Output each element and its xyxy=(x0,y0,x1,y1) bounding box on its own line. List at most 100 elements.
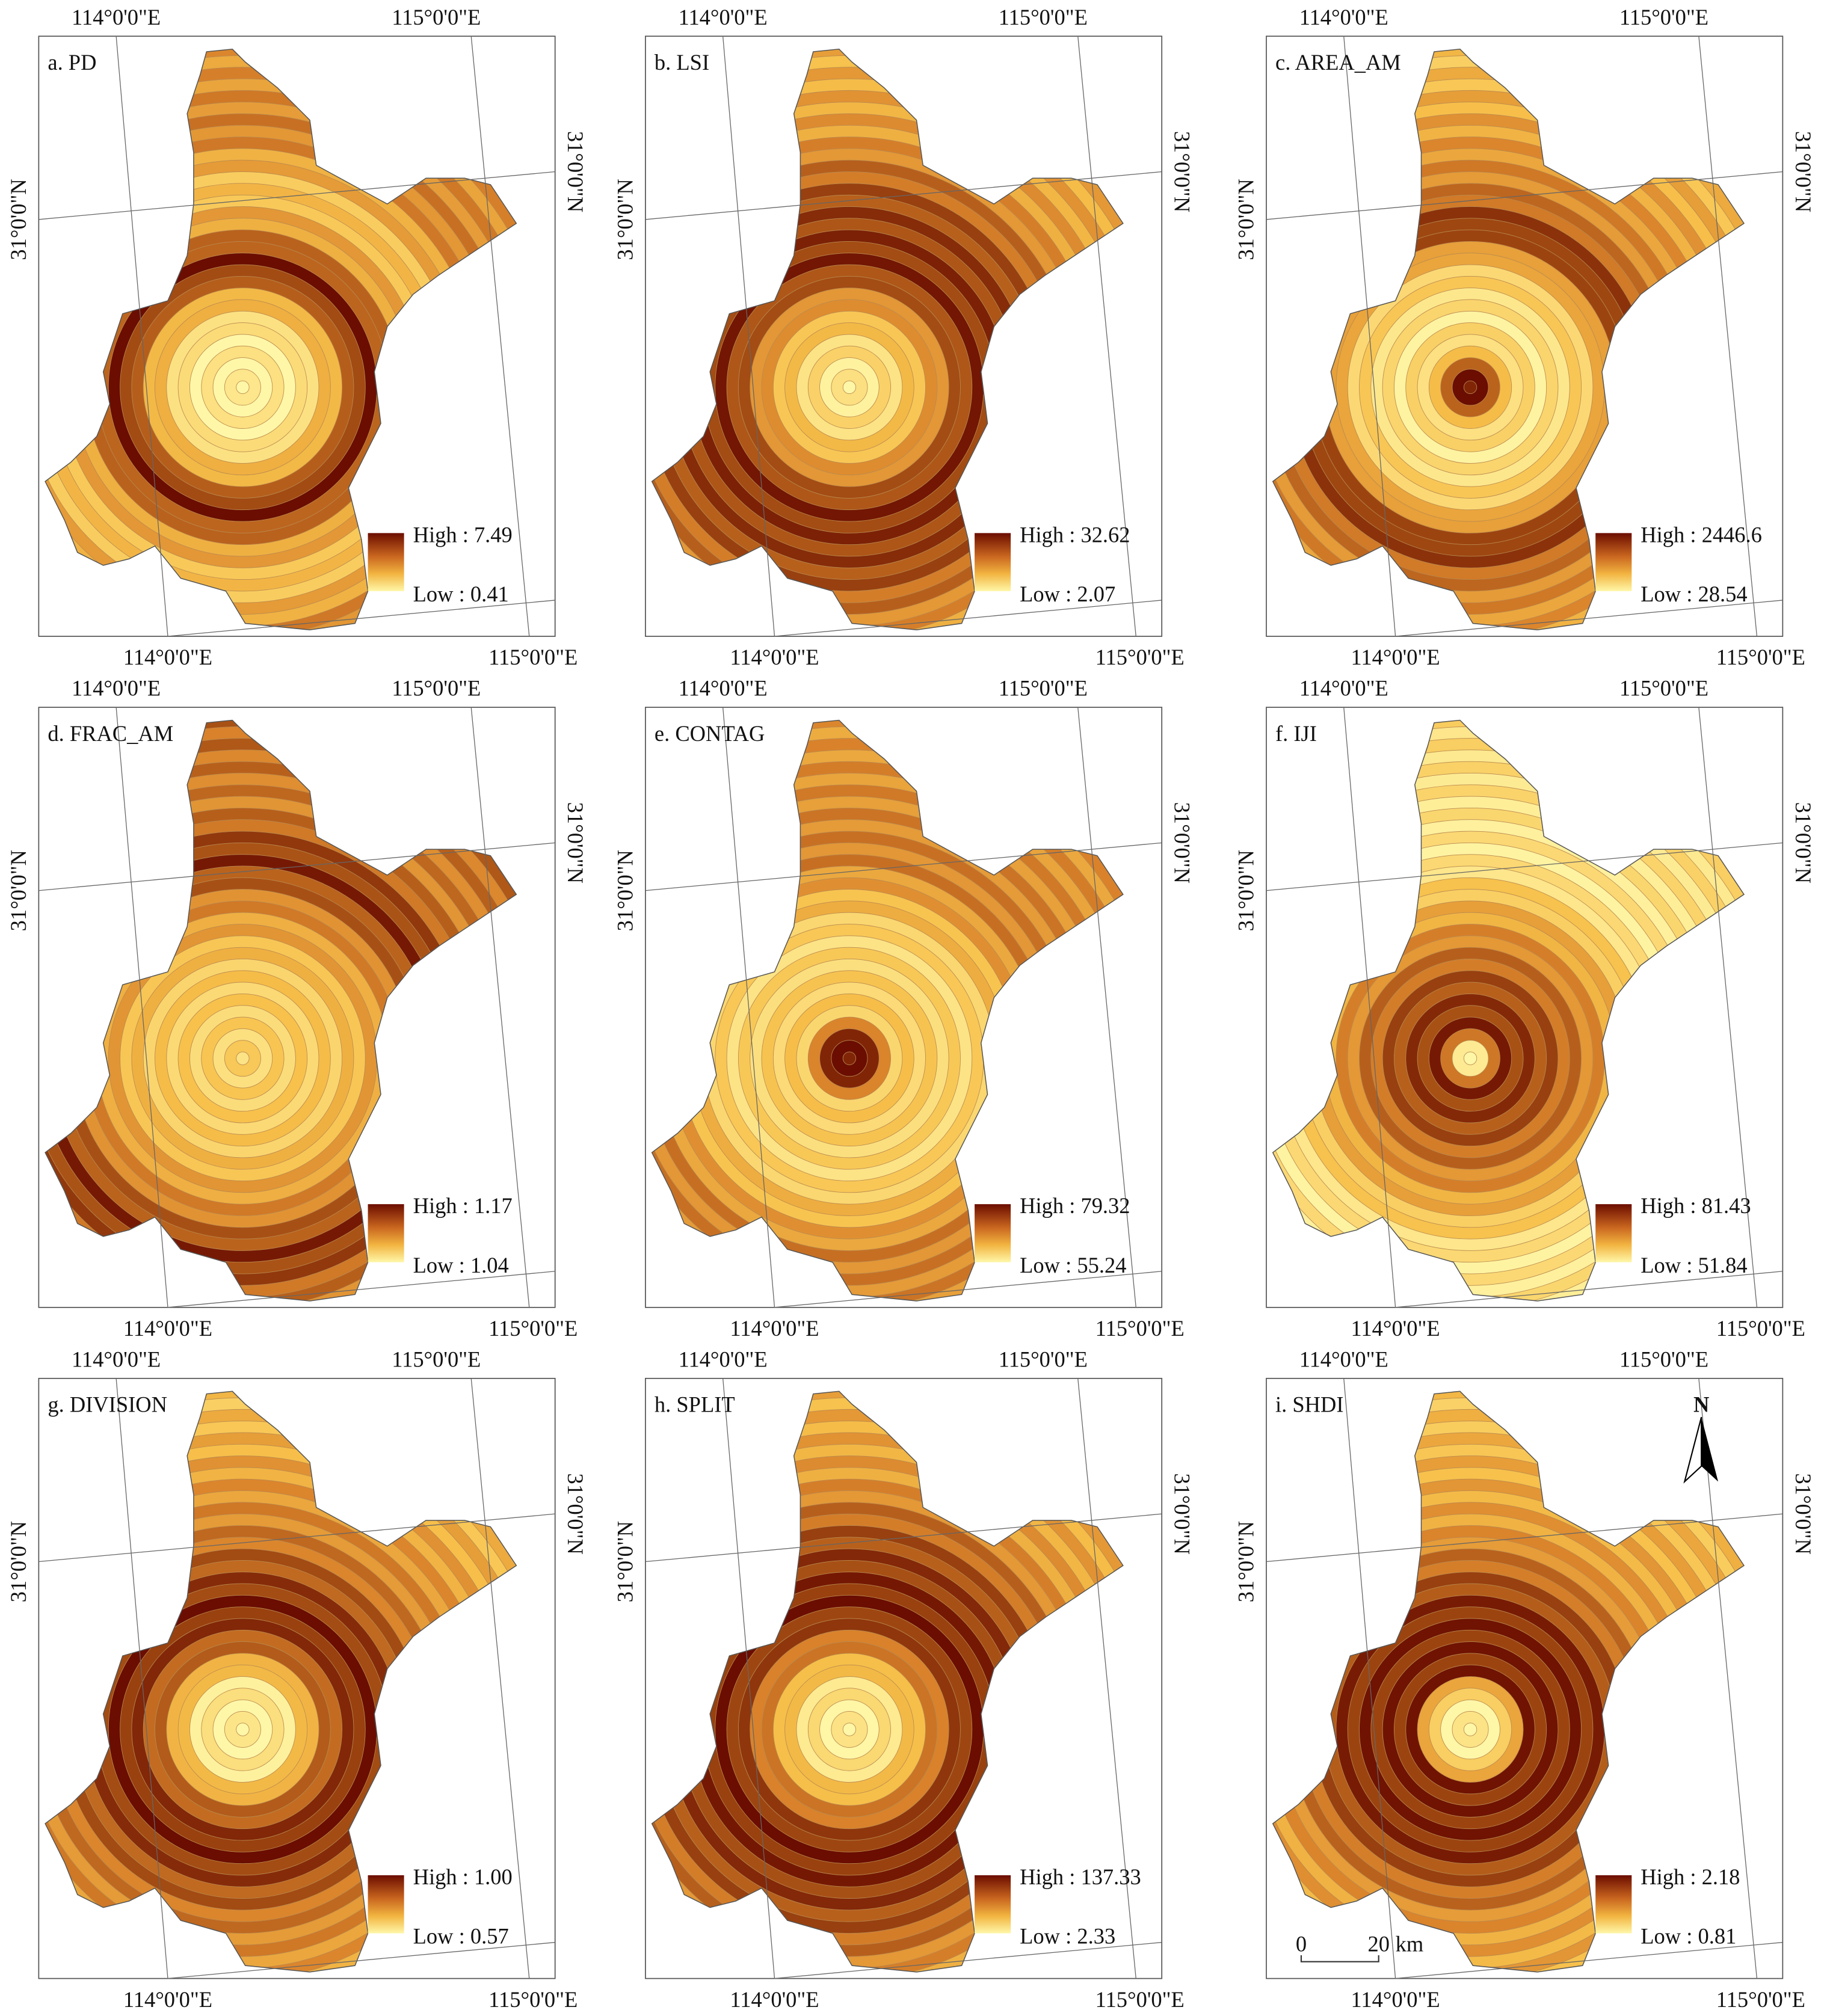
graticule-line xyxy=(167,600,555,637)
graticule-line xyxy=(470,707,530,1308)
lon-label: 115°0'0"E xyxy=(1095,645,1185,669)
legend-high: High : 2446.6 xyxy=(1641,523,1762,547)
scale-unit: km xyxy=(1396,1932,1424,1956)
lon-label: 114°0'0"E xyxy=(730,1988,819,2012)
legend-ramp xyxy=(368,533,404,591)
north-arrow xyxy=(1701,1417,1719,1482)
panel-title: b. LSI xyxy=(655,51,709,75)
ring xyxy=(1463,1051,1477,1065)
graticule-line xyxy=(470,36,530,637)
lat-label: 31°0'0"N xyxy=(613,179,637,260)
ring xyxy=(236,1051,250,1065)
scale-label: 20 xyxy=(1367,1932,1389,1956)
lat-label: 31°0'0"N xyxy=(1791,1473,1815,1554)
lat-label: 31°0'0"N xyxy=(1170,131,1194,212)
lon-label: 114°0'0"E xyxy=(679,677,768,701)
lon-label: 115°0'0"E xyxy=(1716,1988,1805,2012)
lon-label: 115°0'0"E xyxy=(488,645,578,669)
lon-label: 114°0'0"E xyxy=(730,1317,819,1341)
graticule-line xyxy=(1698,707,1758,1308)
panel-title: f. IJI xyxy=(1275,722,1317,746)
lat-label: 31°0'0"N xyxy=(563,1473,587,1554)
lat-label: 31°0'0"N xyxy=(1170,802,1194,884)
graticule-line xyxy=(1266,171,1783,220)
panel-title: c. AREA_AM xyxy=(1275,51,1401,75)
graticule-line xyxy=(723,1378,775,1979)
graticule-line xyxy=(1343,707,1396,1308)
graticule-line xyxy=(167,1271,555,1308)
lon-label: 114°0'0"E xyxy=(1351,645,1440,669)
legend-high: High : 32.62 xyxy=(1020,523,1130,547)
lon-label: 114°0'0"E xyxy=(1351,1988,1440,2012)
graticule-line xyxy=(1395,1941,1783,1979)
legend-low: Low : 55.24 xyxy=(1020,1253,1126,1277)
lon-label: 114°0'0"E xyxy=(1351,1317,1440,1341)
graticule-line xyxy=(1395,1271,1783,1308)
legend-ramp xyxy=(368,1875,404,1934)
legend-high: High : 1.00 xyxy=(413,1865,513,1889)
legend-low: Low : 0.57 xyxy=(413,1925,509,1949)
graticule-line xyxy=(39,842,555,891)
legend-high: High : 137.33 xyxy=(1020,1865,1141,1889)
lat-label: 31°0'0"N xyxy=(563,802,587,884)
graticule-line xyxy=(723,36,775,637)
graticule-line xyxy=(1395,600,1783,637)
lat-label: 31°0'0"N xyxy=(1234,850,1259,931)
legend-low: Low : 1.04 xyxy=(413,1253,509,1277)
region-outline xyxy=(1272,48,1745,631)
lat-label: 31°0'0"N xyxy=(7,1521,31,1602)
legend-high: High : 79.32 xyxy=(1020,1194,1130,1218)
graticule-line xyxy=(645,1513,1162,1563)
legend-high: High : 81.43 xyxy=(1641,1194,1751,1218)
graticule-line xyxy=(1266,842,1783,891)
lat-label: 31°0'0"N xyxy=(1170,1473,1194,1554)
graticule-line xyxy=(723,707,775,1308)
legend-ramp xyxy=(368,1204,404,1262)
region-outline xyxy=(1272,1391,1745,1973)
lon-label: 115°0'0"E xyxy=(999,1348,1088,1372)
lon-label: 114°0'0"E xyxy=(123,645,212,669)
ring xyxy=(236,380,250,395)
map-panel: e. CONTAG 114°0'0"E 115°0'0"E 114°0'0"E 115°… xyxy=(613,677,1194,1341)
lon-label: 115°0'0"E xyxy=(1095,1988,1185,2012)
legend-low: Low : 2.07 xyxy=(1020,582,1115,606)
panel-title: d. FRAC_AM xyxy=(48,722,173,746)
region-outline xyxy=(45,48,517,631)
map-panel: g. DIVISION 114°0'0"E 115°0'0"E 114°0'0"E 11… xyxy=(7,1348,587,2012)
lat-label: 31°0'0"N xyxy=(613,1521,637,1602)
lon-label: 114°0'0"E xyxy=(730,645,819,669)
legend-low: Low : 0.41 xyxy=(413,582,509,606)
lon-label: 115°0'0"E xyxy=(1619,1348,1708,1372)
region-outline xyxy=(45,1391,517,1973)
lat-label: 31°0'0"N xyxy=(1234,179,1259,260)
panel-title: h. SPLIT xyxy=(655,1393,735,1417)
graticule-line xyxy=(116,36,168,637)
north-arrow xyxy=(1683,1416,1702,1484)
lat-label: 31°0'0"N xyxy=(1791,131,1815,212)
lon-label: 115°0'0"E xyxy=(392,677,481,701)
lat-label: 31°0'0"N xyxy=(563,131,587,212)
legend-high: High : 1.17 xyxy=(413,1194,513,1218)
graticule-line xyxy=(1077,36,1136,637)
lon-label: 114°0'0"E xyxy=(72,1348,161,1372)
legend-ramp xyxy=(1595,1204,1632,1262)
scale-bar xyxy=(1300,1955,1379,1962)
graticule-line xyxy=(1077,1378,1136,1979)
lon-label: 115°0'0"E xyxy=(488,1317,578,1341)
ring xyxy=(1463,1723,1477,1736)
rings xyxy=(45,720,517,1301)
map-panel: i. SHDI 114°0'0"E 115°0'0"E 114°0'0"E 115°0'… xyxy=(1234,1348,1815,2012)
graticule-line xyxy=(774,600,1162,637)
lon-label: 114°0'0"E xyxy=(123,1988,212,2012)
lon-label: 115°0'0"E xyxy=(1619,677,1708,701)
map-panel: a. PD 114°0'0"E 115°0'0"E 114°0'0"E 115°0'0"… xyxy=(7,5,587,669)
ring xyxy=(842,1051,857,1065)
lon-label: 114°0'0"E xyxy=(679,1348,768,1372)
lon-label: 115°0'0"E xyxy=(1619,5,1708,29)
legend-ramp xyxy=(975,533,1011,591)
lat-label: 31°0'0"N xyxy=(613,850,637,931)
lat-label: 31°0'0"N xyxy=(7,179,31,260)
lon-label: 114°0'0"E xyxy=(123,1317,212,1341)
graticule-line xyxy=(116,1378,168,1979)
north-label: N xyxy=(1693,1393,1709,1417)
